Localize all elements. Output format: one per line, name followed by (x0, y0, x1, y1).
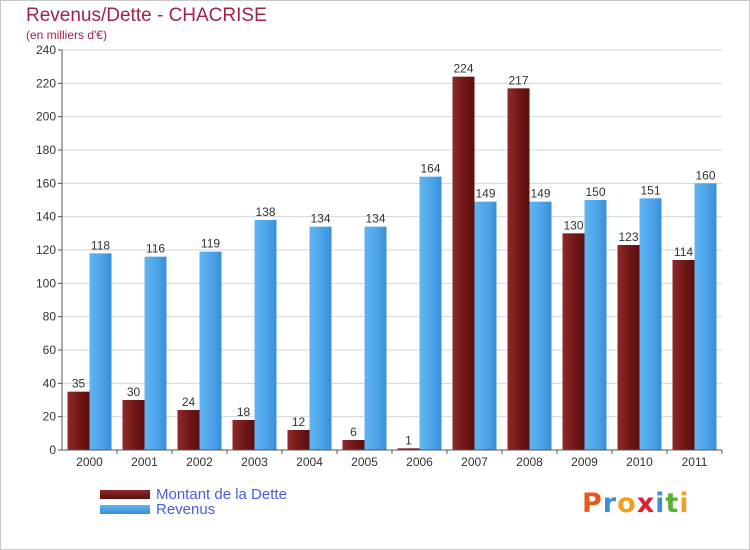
y-tick-label: 0 (49, 443, 56, 457)
value-label-revenue: 134 (310, 212, 330, 226)
logo-letter: i (679, 488, 690, 519)
y-tick-label: 160 (36, 176, 56, 190)
x-tick-label: 2007 (461, 455, 488, 469)
value-label-revenue: 138 (255, 205, 275, 219)
value-label-debt: 30 (127, 385, 141, 399)
bar-revenue (89, 253, 112, 450)
y-tick-label: 140 (36, 210, 56, 224)
value-label-debt: 1 (405, 433, 412, 447)
bar-revenue (529, 201, 552, 450)
legend-item-revenue: Revenus (100, 501, 215, 518)
logo-letter: x (636, 488, 656, 519)
bar-debt (177, 410, 200, 450)
x-tick-label: 2003 (241, 455, 268, 469)
y-tick-label: 20 (43, 410, 57, 424)
value-label-debt: 130 (563, 218, 583, 232)
value-label-revenue: 118 (91, 238, 110, 252)
proxiti-logo: Proxiti (582, 488, 690, 519)
value-label-debt: 12 (292, 415, 306, 429)
value-label-debt: 224 (453, 62, 473, 76)
value-label-debt: 6 (350, 425, 357, 439)
chart-subtitle: (en milliers d'€) (26, 28, 107, 42)
value-label-debt: 18 (237, 405, 251, 419)
value-label-revenue: 119 (201, 237, 220, 251)
x-tick-label: 2002 (186, 455, 213, 469)
bar-revenue (364, 226, 387, 450)
x-tick-label: 2011 (682, 455, 708, 469)
bar-debt (672, 260, 695, 450)
value-label-revenue: 151 (640, 183, 660, 197)
value-label-revenue: 164 (420, 162, 440, 176)
bar-debt (452, 76, 475, 451)
x-tick-label: 2001 (131, 455, 158, 469)
y-tick-label: 40 (43, 376, 57, 390)
legend-label-revenue: Revenus (156, 501, 216, 518)
value-label-revenue: 134 (365, 212, 385, 226)
y-tick-label: 80 (43, 310, 57, 324)
bar-revenue (584, 200, 607, 450)
value-label-revenue: 160 (695, 168, 715, 182)
value-label-debt: 123 (618, 230, 638, 244)
x-tick-label: 2010 (626, 455, 653, 469)
value-label-debt: 35 (72, 377, 86, 391)
y-tick-label: 220 (36, 76, 56, 90)
logo-letter: r (602, 488, 618, 519)
x-tick-label: 2006 (406, 455, 433, 469)
value-label-revenue: 150 (585, 185, 605, 199)
y-tick-label: 60 (43, 343, 57, 357)
bar-revenue (639, 198, 662, 450)
bar-debt (617, 245, 640, 450)
y-tick-label: 120 (36, 243, 56, 257)
bar-revenue (144, 256, 167, 450)
y-tick-label: 100 (36, 276, 56, 290)
y-tick-label: 240 (36, 43, 56, 57)
value-label-debt: 24 (182, 395, 196, 409)
logo-letter: t (665, 488, 680, 519)
value-label-revenue: 149 (530, 187, 550, 201)
value-label-revenue: 149 (475, 187, 495, 201)
y-tick-label: 200 (36, 110, 56, 124)
x-tick-label: 2008 (516, 455, 543, 469)
logo-letter: i (655, 488, 666, 519)
bar-debt (507, 88, 530, 450)
logo-letter: P (582, 488, 603, 519)
bar-debt (67, 391, 90, 450)
x-tick-label: 2000 (76, 455, 103, 469)
bar-revenue (474, 201, 497, 450)
value-label-debt: 217 (508, 73, 528, 87)
bar-debt (342, 440, 365, 450)
x-tick-label: 2005 (351, 455, 378, 469)
bar-revenue (419, 176, 442, 450)
bar-revenue (694, 183, 717, 451)
legend-label-debt: Montant de la Dette (156, 486, 287, 503)
value-label-revenue: 116 (146, 242, 165, 256)
legend-swatch-revenue (100, 505, 150, 514)
x-tick-label: 2009 (571, 455, 598, 469)
x-tick-label: 2004 (296, 455, 323, 469)
chart-title: Revenus/Dette - CHACRISE (26, 5, 267, 26)
bar-debt (232, 420, 255, 450)
bar-debt (287, 430, 310, 450)
bar-debt (397, 448, 420, 450)
bar-debt (122, 400, 145, 450)
legend-swatch-debt (100, 490, 150, 499)
y-tick-label: 180 (36, 143, 56, 157)
value-label-debt: 114 (674, 245, 693, 259)
bar-revenue (254, 220, 277, 450)
legend-item-debt: Montant de la Dette (100, 486, 287, 503)
bar-revenue (309, 226, 332, 450)
bar-debt (562, 233, 585, 450)
bar-revenue (199, 251, 222, 450)
logo-letter: o (617, 488, 637, 519)
